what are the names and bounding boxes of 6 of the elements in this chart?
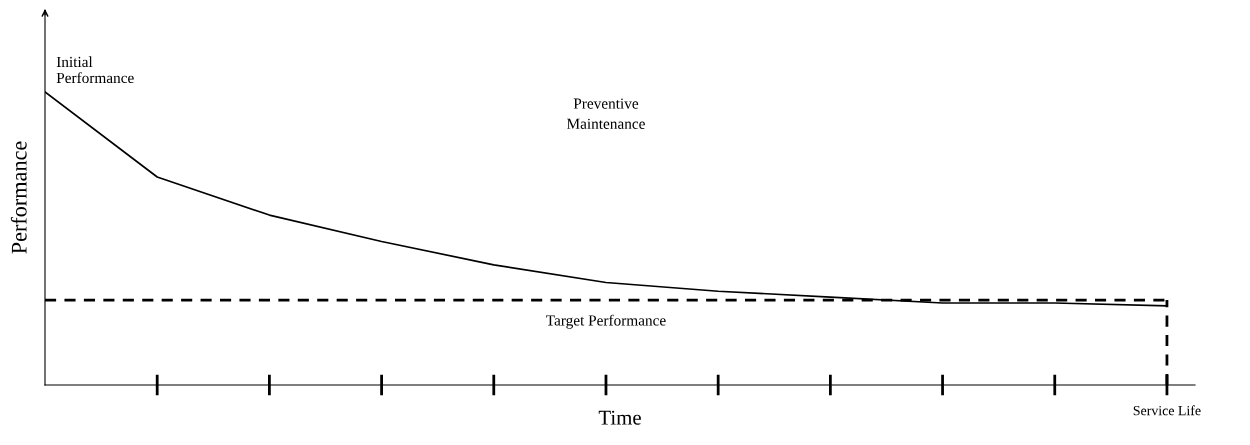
y-axis-title: Performance: [10, 141, 27, 254]
text: Service Life: [1133, 405, 1201, 416]
ref-line-label: Target Performance: [546, 314, 666, 329]
text: Initial Performance: [56, 56, 134, 84]
x-axis-title: Time: [598, 410, 641, 425]
annotation: Preventive Maintenance: [566, 98, 645, 129]
